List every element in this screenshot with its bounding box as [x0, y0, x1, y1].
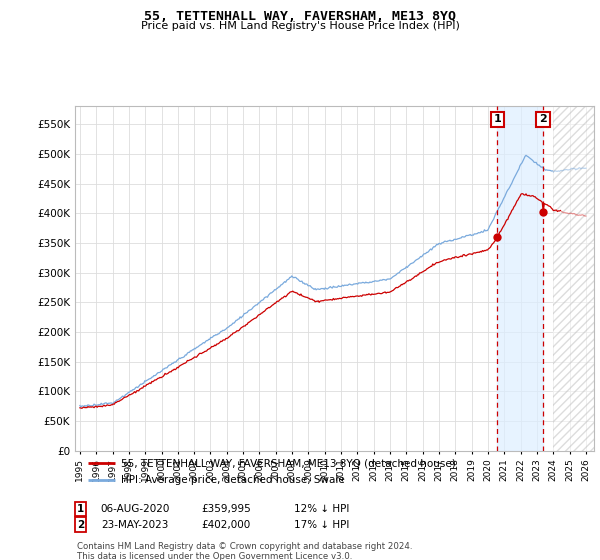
Text: 23-MAY-2023: 23-MAY-2023: [101, 520, 168, 530]
Text: 1: 1: [494, 114, 501, 124]
Text: 55, TETTENHALL WAY, FAVERSHAM, ME13 8YQ (detached house): 55, TETTENHALL WAY, FAVERSHAM, ME13 8YQ …: [121, 459, 456, 468]
Text: 55, TETTENHALL WAY, FAVERSHAM, ME13 8YQ: 55, TETTENHALL WAY, FAVERSHAM, ME13 8YQ: [144, 10, 456, 22]
Text: HPI: Average price, detached house, Swale: HPI: Average price, detached house, Swal…: [121, 475, 345, 485]
Text: Contains HM Land Registry data © Crown copyright and database right 2024.
This d: Contains HM Land Registry data © Crown c…: [77, 542, 412, 560]
Text: 2: 2: [77, 520, 84, 530]
Text: 12% ↓ HPI: 12% ↓ HPI: [294, 504, 349, 514]
Text: £402,000: £402,000: [201, 520, 250, 530]
Text: Price paid vs. HM Land Registry's House Price Index (HPI): Price paid vs. HM Land Registry's House …: [140, 21, 460, 31]
Text: £359,995: £359,995: [201, 504, 251, 514]
Bar: [553, 106, 594, 451]
Text: 1: 1: [77, 504, 84, 514]
Text: 06-AUG-2020: 06-AUG-2020: [101, 504, 170, 514]
Text: 2: 2: [539, 114, 547, 124]
Bar: [497, 106, 543, 451]
Text: 17% ↓ HPI: 17% ↓ HPI: [294, 520, 349, 530]
